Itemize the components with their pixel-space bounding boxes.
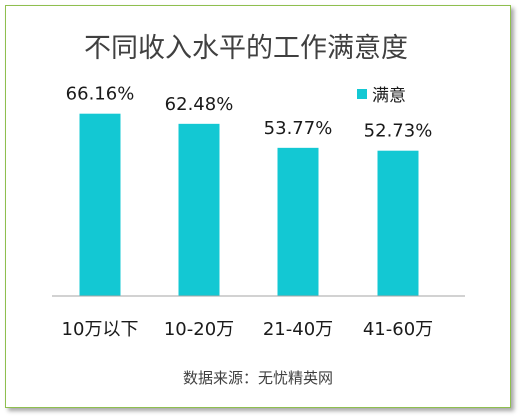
bar-1 (79, 113, 121, 296)
bar-3 (277, 147, 319, 296)
source-note: 数据来源：无忧精英网 (183, 369, 333, 387)
category-label-1: 10万以下 (62, 319, 139, 340)
bar-2 (178, 123, 220, 296)
value-label-4: 52.73% (364, 121, 433, 142)
chart-title: 不同收入水平的工作满意度 (84, 33, 408, 64)
bar-4 (377, 150, 419, 296)
value-label-1: 66.16% (66, 84, 135, 105)
legend-label-satisfied: 满意 (372, 86, 406, 106)
category-label-3: 21-40万 (263, 319, 333, 340)
category-label-2: 10-20万 (164, 319, 234, 340)
category-label-4: 41-60万 (363, 319, 433, 340)
category-labels-group: 10万以下 10-20万 21-40万 41-60万 (62, 319, 434, 340)
bars-group (79, 113, 419, 296)
value-label-3: 53.77% (264, 118, 333, 139)
value-labels-group: 66.16% 62.48% 53.77% 52.73% (66, 84, 433, 142)
legend-swatch-satisfied (357, 89, 367, 99)
value-label-2: 62.48% (165, 94, 234, 115)
